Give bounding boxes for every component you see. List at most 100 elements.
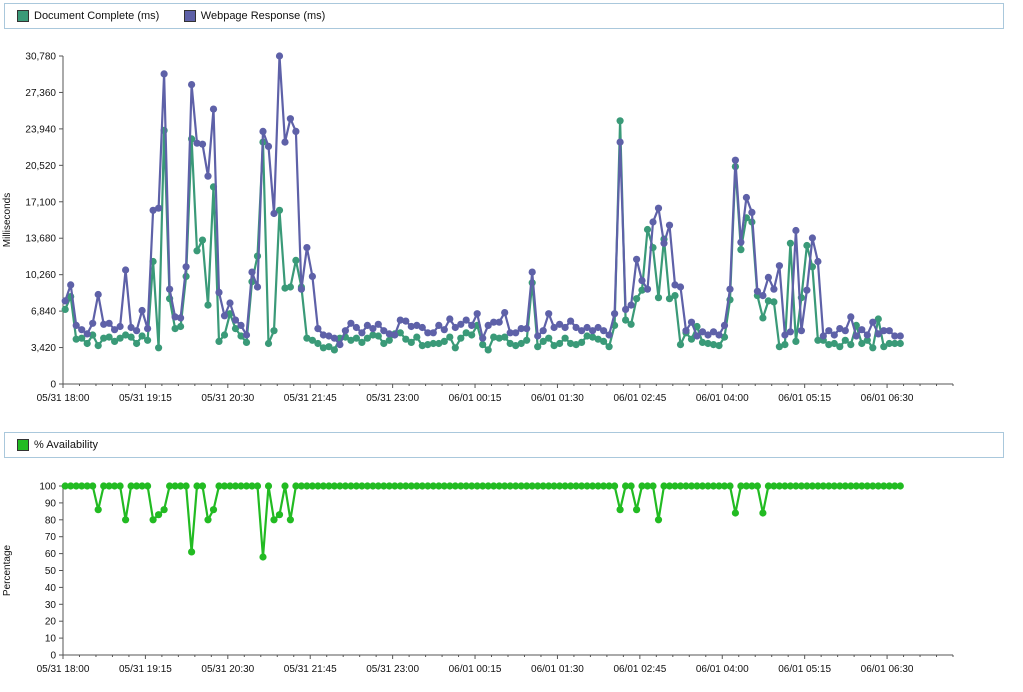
data-point bbox=[814, 482, 822, 490]
x-tick-label: 06/01 01:30 bbox=[531, 664, 584, 675]
data-point bbox=[764, 297, 773, 305]
data-point bbox=[687, 482, 696, 490]
data-point bbox=[638, 277, 646, 285]
y-tick-label: 3,420 bbox=[31, 343, 56, 354]
x-tick-label: 05/31 21:45 bbox=[284, 393, 337, 404]
data-point bbox=[385, 336, 393, 344]
data-point bbox=[676, 283, 685, 291]
data-point bbox=[155, 511, 163, 519]
data-point bbox=[660, 239, 668, 247]
data-point bbox=[622, 482, 630, 490]
data-point bbox=[545, 334, 553, 342]
data-point bbox=[264, 142, 273, 150]
data-point bbox=[440, 337, 448, 345]
document-complete-swatch bbox=[17, 10, 29, 22]
y-tick-label: 90 bbox=[45, 498, 57, 509]
data-point bbox=[825, 327, 833, 335]
data-point bbox=[847, 313, 855, 321]
data-point bbox=[819, 332, 827, 340]
data-point bbox=[803, 286, 811, 294]
data-point bbox=[869, 482, 877, 490]
data-point bbox=[111, 482, 119, 490]
data-point bbox=[863, 331, 871, 339]
data-point bbox=[105, 482, 113, 490]
data-point bbox=[814, 336, 822, 344]
data-point bbox=[94, 506, 102, 514]
data-point bbox=[83, 482, 91, 490]
data-point bbox=[182, 263, 190, 271]
data-point bbox=[111, 337, 119, 345]
data-point bbox=[490, 482, 498, 490]
data-point bbox=[122, 516, 130, 524]
data-point bbox=[347, 336, 355, 344]
data-point bbox=[841, 482, 849, 490]
data-point bbox=[693, 322, 701, 331]
data-point bbox=[193, 247, 201, 255]
data-point bbox=[253, 482, 262, 490]
data-point bbox=[847, 482, 855, 490]
data-point bbox=[83, 330, 91, 338]
data-point bbox=[863, 336, 871, 344]
data-point bbox=[303, 244, 311, 252]
data-point bbox=[753, 287, 762, 295]
y-tick-label: 100 bbox=[39, 482, 56, 493]
data-point bbox=[155, 204, 163, 212]
data-point bbox=[720, 482, 729, 490]
data-point bbox=[462, 329, 470, 337]
data-point bbox=[402, 317, 410, 325]
data-point bbox=[506, 482, 514, 490]
data-point bbox=[885, 339, 893, 348]
data-point bbox=[61, 305, 69, 313]
data-point bbox=[858, 482, 866, 490]
legend-item-document-complete[interactable]: Document Complete (ms) bbox=[17, 4, 159, 28]
data-point bbox=[440, 482, 448, 490]
data-point bbox=[407, 322, 415, 331]
data-point bbox=[61, 297, 69, 305]
data-point bbox=[330, 482, 338, 490]
availability-chart: 0 10 20 30 40 50 60 70 80 90 100 05/31 18:00 05/31 1… bbox=[2, 482, 954, 675]
data-point bbox=[160, 70, 168, 78]
data-point bbox=[308, 482, 316, 490]
y-axis-label: Percentage bbox=[2, 544, 13, 596]
data-point bbox=[424, 482, 432, 490]
data-point bbox=[742, 482, 751, 490]
data-point bbox=[435, 321, 443, 329]
data-point bbox=[105, 333, 113, 341]
data-point bbox=[759, 292, 767, 300]
data-point bbox=[720, 333, 729, 341]
data-point bbox=[275, 52, 284, 60]
data-point bbox=[253, 283, 262, 291]
data-point bbox=[242, 338, 251, 346]
data-point bbox=[803, 241, 811, 250]
y-axis-label: Milliseconds bbox=[2, 193, 13, 247]
data-point bbox=[220, 312, 229, 320]
legend-item-availability[interactable]: % Availability bbox=[17, 433, 98, 457]
data-point bbox=[676, 341, 685, 349]
legend-item-webpage-response[interactable]: Webpage Response (ms) bbox=[183, 4, 325, 28]
data-point bbox=[687, 335, 696, 343]
data-point bbox=[215, 482, 223, 490]
data-point bbox=[160, 506, 168, 514]
data-point bbox=[539, 327, 547, 335]
data-point bbox=[468, 331, 476, 339]
data-point bbox=[704, 339, 712, 348]
data-point bbox=[457, 320, 465, 328]
data-point bbox=[259, 553, 267, 561]
webpage-response-swatch bbox=[183, 10, 196, 22]
data-point bbox=[303, 482, 311, 490]
data-point bbox=[385, 330, 393, 338]
data-point bbox=[737, 238, 745, 246]
data-point bbox=[852, 482, 860, 490]
data-point bbox=[270, 209, 278, 218]
data-point bbox=[292, 256, 300, 264]
data-point bbox=[116, 322, 124, 331]
data-point bbox=[352, 334, 360, 342]
data-point bbox=[490, 333, 498, 341]
data-point bbox=[347, 319, 355, 327]
data-point bbox=[633, 255, 641, 263]
data-point bbox=[451, 344, 459, 352]
y-tick-label: 20,520 bbox=[25, 161, 56, 172]
data-point bbox=[578, 338, 586, 346]
data-point bbox=[116, 334, 124, 342]
data-point bbox=[248, 268, 256, 276]
